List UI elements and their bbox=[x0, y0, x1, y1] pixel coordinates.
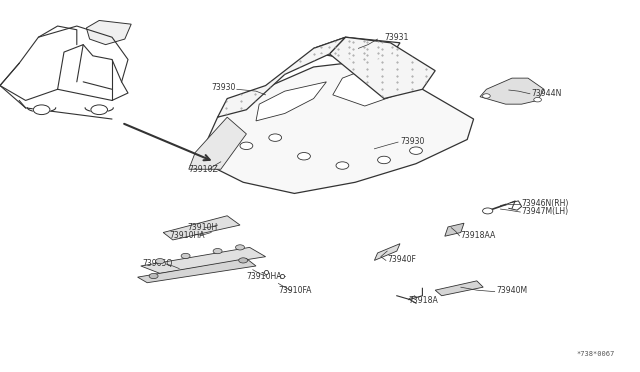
Circle shape bbox=[239, 258, 248, 263]
Polygon shape bbox=[189, 117, 246, 169]
Text: 73947M(LH): 73947M(LH) bbox=[522, 207, 569, 216]
PathPatch shape bbox=[218, 37, 346, 117]
Text: 73940F: 73940F bbox=[387, 255, 416, 264]
Text: 73910H: 73910H bbox=[188, 223, 218, 232]
Circle shape bbox=[483, 208, 493, 214]
Text: 73910HA: 73910HA bbox=[170, 231, 205, 240]
Text: 73944N: 73944N bbox=[531, 89, 561, 97]
Polygon shape bbox=[480, 78, 544, 104]
Polygon shape bbox=[198, 61, 474, 193]
Circle shape bbox=[298, 153, 310, 160]
Text: 73940M: 73940M bbox=[496, 286, 527, 295]
Text: 73965Q: 73965Q bbox=[142, 259, 172, 268]
Text: 73930: 73930 bbox=[211, 83, 236, 92]
Text: 73910HA: 73910HA bbox=[246, 272, 282, 280]
Text: 73930: 73930 bbox=[400, 137, 424, 146]
PathPatch shape bbox=[314, 37, 400, 61]
PathPatch shape bbox=[330, 37, 435, 99]
Circle shape bbox=[269, 134, 282, 141]
Circle shape bbox=[410, 147, 422, 154]
Polygon shape bbox=[163, 216, 240, 240]
Circle shape bbox=[156, 259, 164, 264]
Circle shape bbox=[149, 273, 158, 279]
Polygon shape bbox=[256, 82, 326, 121]
Circle shape bbox=[213, 248, 222, 254]
Text: 73910Z: 73910Z bbox=[189, 165, 218, 174]
Polygon shape bbox=[374, 244, 400, 260]
Circle shape bbox=[240, 142, 253, 150]
Polygon shape bbox=[435, 281, 483, 296]
Polygon shape bbox=[138, 259, 256, 283]
Polygon shape bbox=[445, 223, 464, 236]
Circle shape bbox=[236, 245, 244, 250]
Text: 73910FA: 73910FA bbox=[278, 286, 312, 295]
Polygon shape bbox=[333, 67, 410, 106]
Text: 73931: 73931 bbox=[384, 33, 408, 42]
Circle shape bbox=[534, 97, 541, 102]
Polygon shape bbox=[86, 20, 131, 45]
Text: 73918AA: 73918AA bbox=[461, 231, 496, 240]
Polygon shape bbox=[141, 247, 266, 273]
Circle shape bbox=[483, 94, 490, 98]
Text: 73918A: 73918A bbox=[408, 296, 438, 305]
Text: 73946N(RH): 73946N(RH) bbox=[522, 199, 569, 208]
Text: *738*0067: *738*0067 bbox=[576, 351, 614, 357]
Circle shape bbox=[378, 156, 390, 164]
Circle shape bbox=[336, 162, 349, 169]
Circle shape bbox=[33, 105, 50, 115]
Circle shape bbox=[181, 253, 190, 259]
Circle shape bbox=[91, 105, 108, 115]
